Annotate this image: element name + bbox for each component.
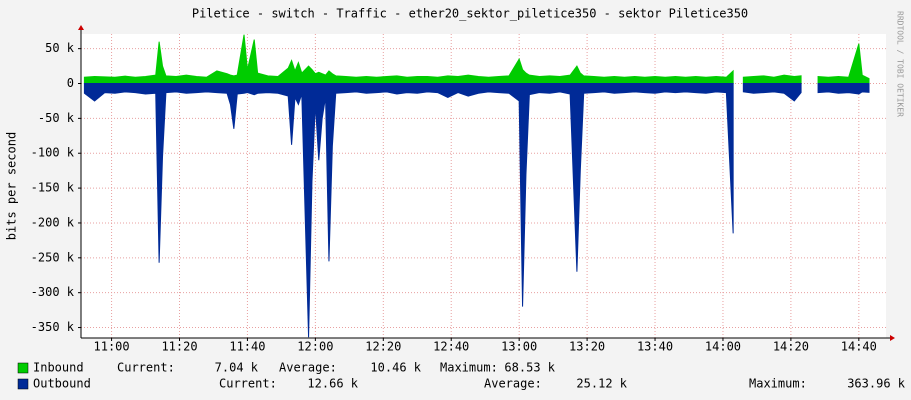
x-tick-label: 11:40	[229, 340, 265, 354]
legend-label: Outbound	[33, 377, 91, 391]
x-tick-label: 13:40	[637, 340, 673, 354]
chart-title: Piletice - switch - Traffic - ether20_se…	[192, 7, 748, 21]
legend-swatch	[17, 378, 29, 390]
axis-arrow	[78, 25, 84, 30]
x-tick-label: 11:00	[94, 340, 130, 354]
legend-stat-label: Average:	[484, 377, 542, 391]
y-tick-label: -150 k	[31, 181, 75, 195]
legend-swatch	[17, 362, 29, 374]
x-tick-label: 12:00	[297, 340, 333, 354]
axis-arrow	[890, 335, 895, 341]
x-tick-label: 12:40	[433, 340, 469, 354]
legend-stat-label: Average:	[279, 361, 337, 375]
legend-stat-label: Maximum:	[749, 377, 807, 391]
x-tick-label: 14:20	[773, 340, 809, 354]
legend-label: Inbound	[33, 361, 84, 375]
y-axis-label: bits per second	[5, 132, 19, 240]
y-tick-label: -300 k	[31, 285, 75, 299]
legend-stat-label: Maximum:	[440, 361, 498, 375]
legend-stat-value: 25.12 k	[576, 377, 627, 391]
legend-stat-value: 363.96 k	[847, 377, 906, 391]
legend-stat-value: 10.46 k	[370, 361, 421, 375]
y-tick-label: -350 k	[31, 320, 75, 334]
y-tick-label: -250 k	[31, 250, 75, 264]
y-tick-label: -100 k	[31, 146, 75, 160]
legend-stat-value: 7.04 k	[215, 361, 259, 375]
y-tick-label: -50 k	[38, 111, 75, 125]
y-tick-label: 50 k	[45, 41, 75, 55]
x-tick-label: 11:20	[161, 340, 197, 354]
y-tick-label: -200 k	[31, 215, 75, 229]
legend-stat-value: 12.66 k	[307, 377, 358, 391]
y-tick-label: 0	[67, 76, 74, 90]
x-tick-label: 13:00	[501, 340, 537, 354]
x-tick-label: 14:40	[841, 340, 877, 354]
area	[83, 34, 870, 85]
x-tick-label: 14:00	[705, 340, 741, 354]
x-tick-label: 13:20	[569, 340, 605, 354]
area	[83, 83, 870, 338]
legend-stat-label: Current:	[117, 361, 175, 375]
legend-stat-label: Current:	[219, 377, 277, 391]
legend-stat-value: 68.53 k	[504, 361, 555, 375]
x-tick-label: 12:20	[365, 340, 401, 354]
watermark: RRDTOOL / TOBI OETIKER	[896, 11, 905, 117]
